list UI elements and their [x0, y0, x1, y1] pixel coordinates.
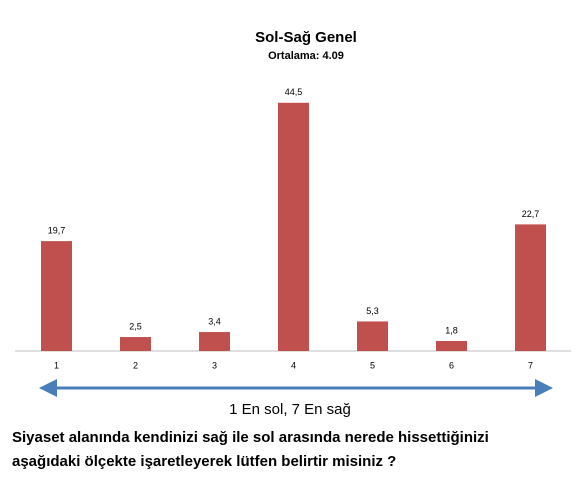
- question-line: aşağıdaki ölçekte işaretleyerek lütfen b…: [12, 453, 396, 470]
- data-label: 44,5: [285, 87, 303, 97]
- chart-subtitle: Ortalama: 4.09: [268, 50, 344, 62]
- x-tick-label: 2: [133, 360, 138, 370]
- x-tick-label: 5: [370, 360, 375, 370]
- data-label: 22,7: [522, 209, 540, 219]
- bar: [357, 321, 388, 351]
- annotation: 1 En sol, 7 En sağ: [229, 401, 351, 418]
- x-tick-label: 4: [291, 360, 296, 370]
- bar: [41, 241, 72, 351]
- data-label: 2,5: [129, 321, 142, 331]
- x-tick-label: 1: [54, 360, 59, 370]
- chart-title: Sol-Sağ Genel: [255, 29, 357, 46]
- question-line: Siyaset alanında kendinizi sağ ile sol a…: [12, 429, 489, 446]
- data-label: 1,8: [445, 325, 458, 335]
- data-label: 19,7: [48, 225, 66, 235]
- data-label: 5,3: [366, 306, 379, 316]
- x-tick-label: 7: [528, 360, 533, 370]
- bar: [515, 224, 546, 351]
- data-label: 3,4: [208, 316, 221, 326]
- bar: [199, 332, 230, 351]
- x-tick-label: 6: [449, 360, 454, 370]
- x-tick-label: 3: [212, 360, 217, 370]
- bar: [278, 102, 309, 352]
- bar: [120, 337, 151, 351]
- bar: [436, 340, 467, 351]
